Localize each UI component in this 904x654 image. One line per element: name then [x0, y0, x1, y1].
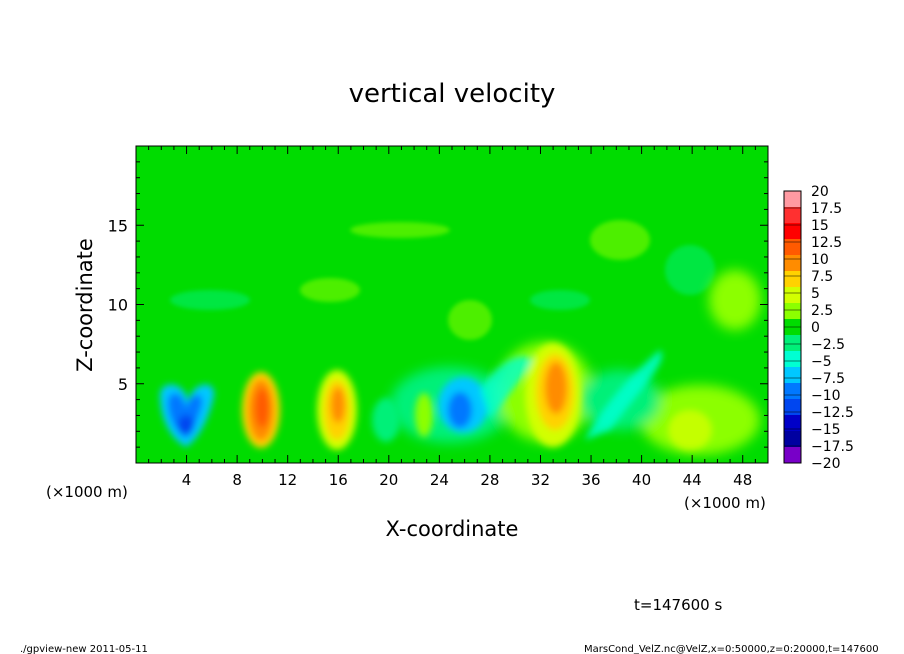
downdraft-core [448, 392, 472, 428]
texture-blob [530, 290, 590, 310]
chart-title: vertical velocity [349, 79, 556, 109]
colorbar-label: 7.5 [811, 269, 833, 285]
y-tick-label: 5 [118, 375, 128, 394]
colorbar-swatch [784, 367, 801, 384]
colorbar-swatch [784, 383, 801, 400]
colorbar-swatch [784, 223, 801, 240]
colorbar-swatch [784, 255, 801, 272]
x-tick-label: 36 [581, 471, 600, 489]
updraft-cell [415, 393, 433, 437]
colorbar-swatch [784, 207, 801, 224]
colorbar-swatch [784, 191, 801, 208]
texture-blob [665, 245, 715, 295]
colorbar-swatch [784, 303, 801, 320]
colorbar-label: −10 [811, 388, 841, 404]
colorbar-swatch [784, 271, 801, 288]
colorbar-label: −15 [811, 422, 841, 438]
downdraft-sheet [480, 356, 535, 420]
colorbar-label: −5 [811, 354, 832, 370]
downdraft-sheet [585, 350, 662, 440]
colorbar-swatch [784, 431, 801, 448]
colorbar-label: −20 [811, 456, 841, 472]
colorbar-label: 17.5 [811, 201, 842, 217]
x-tick-label: 12 [278, 471, 297, 489]
colorbar-swatch [784, 239, 801, 256]
halo [709, 270, 761, 330]
x-axis-tick-labels: 4 8 12 16 20 24 28 32 36 40 44 48 [182, 471, 752, 489]
colorbar-labels: 2017.51512.5107.552.50−2.5−5−7.5−10−12.5… [811, 184, 854, 472]
colorbar-label: 10 [811, 252, 829, 268]
colorbar [783, 190, 802, 464]
colorbar-label: −12.5 [811, 405, 854, 421]
texture-blob [448, 300, 492, 340]
x-tick-label: 32 [531, 471, 550, 489]
footer-right: MarsCond_VelZ.nc@VelZ,x=0:50000,z=0:2000… [584, 644, 879, 654]
texture-blob [300, 278, 360, 302]
colorbar-swatch [784, 351, 801, 368]
x-tick-label: 8 [232, 471, 242, 489]
x-unit-label-right: (×1000 m) [684, 494, 766, 512]
y-axis-tick-labels: 5 10 15 [108, 216, 128, 394]
colorbar-swatch [784, 447, 801, 464]
colorbar-swatch [784, 399, 801, 416]
x-axis-label: X-coordinate [386, 517, 519, 541]
colorbar-label: −2.5 [811, 337, 845, 353]
x-unit-label-left: (×1000 m) [46, 483, 128, 501]
downdraft-core [178, 415, 194, 435]
y-tick-label: 10 [108, 296, 128, 315]
x-axis-ticks [148, 146, 756, 463]
footer-left: ./gpview-new 2011-05-11 [20, 644, 148, 654]
colorbar-label: 2.5 [811, 303, 833, 319]
colorbar-label: 12.5 [811, 235, 842, 251]
updraft-core [331, 387, 345, 423]
colorbar-label: 0 [811, 320, 820, 336]
updraft-cell [668, 410, 712, 450]
texture-blob [590, 220, 650, 260]
colorbar-label: 5 [811, 286, 820, 302]
x-tick-label: 16 [329, 471, 348, 489]
downdraft-cell [372, 398, 400, 442]
updraft-core [545, 362, 567, 414]
x-tick-label: 24 [430, 471, 449, 489]
x-tick-label: 40 [632, 471, 651, 489]
texture-blob [350, 222, 450, 238]
colorbar-swatch [784, 415, 801, 432]
x-tick-label: 4 [182, 471, 192, 489]
colorbar-swatch [784, 335, 801, 352]
updraft-core [255, 388, 269, 428]
colorbar-label: −7.5 [811, 371, 845, 387]
colorbar-swatch [784, 287, 801, 304]
y-axis-label: Z-coordinate [73, 238, 97, 372]
colorbar-label: 20 [811, 184, 829, 200]
plot-area [135, 145, 769, 464]
colorbar-label: 15 [811, 218, 829, 234]
x-tick-label: 44 [683, 471, 702, 489]
x-tick-label: 48 [733, 471, 752, 489]
field-shading [160, 220, 761, 455]
x-tick-label: 28 [480, 471, 499, 489]
y-axis-ticks [136, 161, 768, 448]
x-tick-label: 20 [379, 471, 398, 489]
time-label: t=147600 s [634, 596, 722, 614]
colorbar-label: −17.5 [811, 439, 854, 455]
y-tick-label: 15 [108, 216, 128, 235]
texture-blob [170, 290, 250, 310]
